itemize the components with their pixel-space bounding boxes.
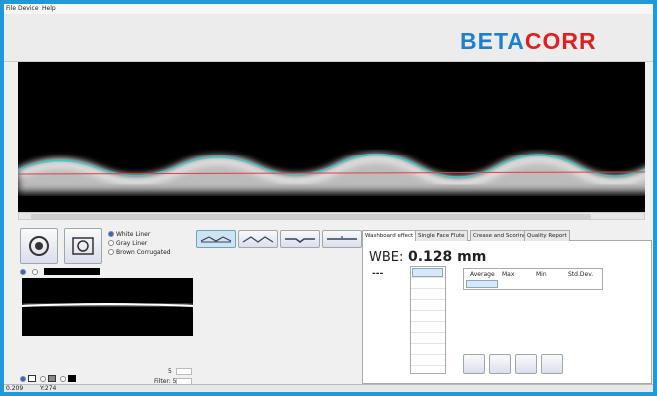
tool-button[interactable]	[515, 354, 537, 374]
logo-part: BETA	[460, 28, 525, 54]
radio[interactable]	[32, 269, 38, 275]
list-item[interactable]	[412, 268, 443, 277]
wbe-label: WBE:	[369, 250, 404, 265]
table-header: Average	[470, 271, 495, 278]
menu-bar: File Device Help	[4, 4, 653, 14]
tab[interactable]: Quality Report	[524, 230, 570, 241]
menu-item[interactable]: Help	[42, 5, 56, 12]
mode-button[interactable]	[280, 230, 320, 248]
radio[interactable]	[108, 249, 114, 255]
mode-button[interactable]	[322, 230, 362, 248]
tab[interactable]: Single Face Flute	[415, 230, 468, 241]
swatch	[28, 375, 36, 382]
color-swatch	[44, 268, 100, 275]
tab[interactable]: Washboard effect	[362, 230, 417, 241]
swatch	[48, 375, 56, 382]
menu-item[interactable]: File	[6, 5, 17, 12]
radio-label: Brown Corrugated	[116, 249, 171, 256]
preview-image	[22, 278, 193, 336]
header: BETACORR	[4, 14, 653, 62]
menu-item[interactable]: Device	[18, 5, 39, 12]
tool-button[interactable]	[541, 354, 563, 374]
icon	[200, 236, 232, 243]
list-box[interactable]	[410, 266, 446, 374]
scrollbar[interactable]	[18, 212, 645, 220]
refresh-button[interactable]	[20, 228, 58, 264]
logo: BETACORR	[460, 28, 597, 55]
icon	[29, 236, 49, 256]
app-window: File Device Help BETACORR White Liner Gr…	[4, 4, 653, 392]
table-header: Min	[536, 271, 547, 278]
scroll-thumb[interactable]	[31, 214, 591, 219]
status-y: Y:274	[40, 385, 57, 392]
radio[interactable]	[108, 231, 114, 237]
tool-button[interactable]	[489, 354, 511, 374]
slider[interactable]	[176, 368, 192, 375]
wbe-value: 0.128 mm	[408, 249, 487, 265]
table-cell[interactable]	[466, 280, 498, 288]
status-x: 0.209	[6, 385, 24, 392]
table-header: Max	[502, 271, 515, 278]
mode-button[interactable]	[238, 230, 278, 248]
table-header: Std.Dev.	[568, 271, 594, 278]
radio[interactable]	[60, 376, 66, 382]
radio-label: White Liner	[116, 231, 151, 238]
swatch	[68, 375, 76, 382]
status-bar: 0.209 Y:274	[4, 384, 653, 392]
radio[interactable]	[40, 376, 46, 382]
icon	[242, 236, 274, 243]
radio[interactable]	[20, 269, 26, 275]
radio-label: Gray Liner	[116, 240, 148, 247]
radio[interactable]	[108, 240, 114, 246]
icon	[72, 237, 94, 255]
mode-button[interactable]	[196, 230, 236, 248]
wbe-placeholder: ---	[372, 269, 384, 279]
logo-part: CORR	[524, 28, 597, 54]
filter-label: Filter: 5	[154, 378, 177, 385]
profile-image	[18, 62, 645, 212]
tab[interactable]: Crease and Scoring	[470, 230, 530, 241]
radio[interactable]	[20, 376, 26, 382]
tool-button[interactable]	[463, 354, 485, 374]
icon	[327, 236, 357, 240]
stats-table: Average Max Min Std.Dev.	[463, 268, 603, 290]
icon	[285, 238, 315, 243]
count-label: 5	[168, 368, 172, 375]
camera-button[interactable]	[64, 228, 102, 264]
